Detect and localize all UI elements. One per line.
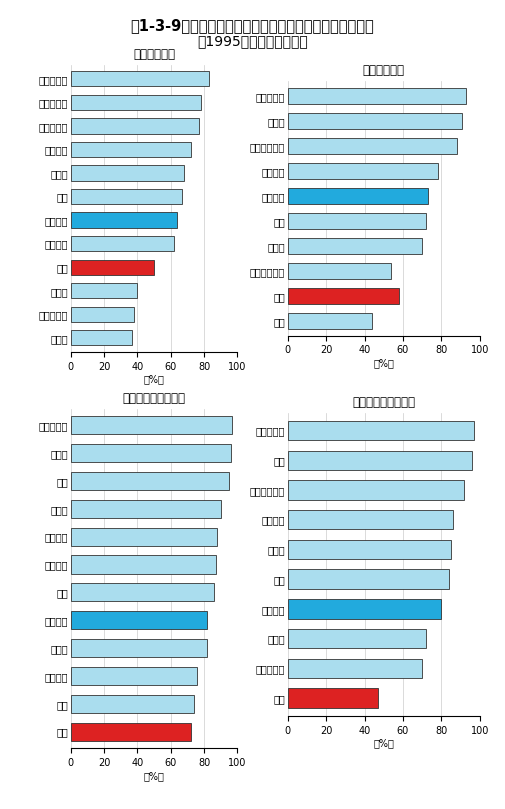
- Bar: [71, 165, 184, 180]
- Bar: [288, 629, 426, 648]
- Bar: [288, 451, 472, 470]
- Bar: [71, 416, 232, 434]
- Bar: [288, 570, 449, 589]
- Title: 数学は生活で大切だ: 数学は生活で大切だ: [123, 392, 185, 404]
- Bar: [71, 236, 174, 252]
- Bar: [71, 639, 208, 657]
- Bar: [288, 163, 437, 179]
- Bar: [71, 500, 221, 518]
- Bar: [288, 238, 422, 254]
- X-axis label: （%）: （%）: [143, 771, 165, 781]
- Title: 理科は楽しい: 理科は楽しい: [363, 64, 405, 77]
- Bar: [71, 472, 229, 490]
- Bar: [288, 263, 391, 279]
- Bar: [71, 118, 199, 133]
- Bar: [71, 260, 154, 275]
- Bar: [71, 667, 197, 685]
- Bar: [71, 71, 209, 87]
- Text: 第1-3-9図　数学及び理科に対する生徒の意識の国際比較: 第1-3-9図 数学及び理科に対する生徒の意識の国際比較: [131, 18, 374, 33]
- Bar: [71, 556, 216, 574]
- Bar: [288, 421, 474, 440]
- Bar: [71, 444, 231, 462]
- Bar: [71, 307, 134, 322]
- Bar: [288, 599, 441, 619]
- Bar: [288, 213, 426, 229]
- Bar: [288, 188, 428, 204]
- Bar: [288, 540, 451, 559]
- X-axis label: （%）: （%）: [373, 739, 394, 748]
- Bar: [71, 611, 208, 629]
- Bar: [288, 112, 463, 129]
- Bar: [71, 213, 177, 228]
- Bar: [71, 527, 217, 546]
- Bar: [71, 330, 132, 345]
- Title: 数学は楽しい: 数学は楽しい: [133, 48, 175, 61]
- Bar: [288, 659, 422, 678]
- Text: （1995年（平成７年））: （1995年（平成７年））: [197, 34, 308, 48]
- Bar: [71, 695, 194, 713]
- Bar: [288, 312, 372, 329]
- Bar: [288, 688, 378, 708]
- X-axis label: （%）: （%）: [373, 358, 394, 368]
- Bar: [288, 87, 466, 104]
- Title: 理科は生活で大切だ: 理科は生活で大切だ: [352, 396, 415, 409]
- Bar: [71, 188, 182, 204]
- Bar: [288, 481, 465, 500]
- Bar: [288, 138, 457, 154]
- Bar: [71, 583, 214, 601]
- Bar: [288, 510, 453, 529]
- Bar: [71, 95, 200, 110]
- Bar: [71, 142, 191, 157]
- Bar: [71, 722, 191, 741]
- Bar: [71, 283, 137, 299]
- Bar: [288, 288, 399, 304]
- X-axis label: （%）: （%）: [143, 375, 165, 384]
